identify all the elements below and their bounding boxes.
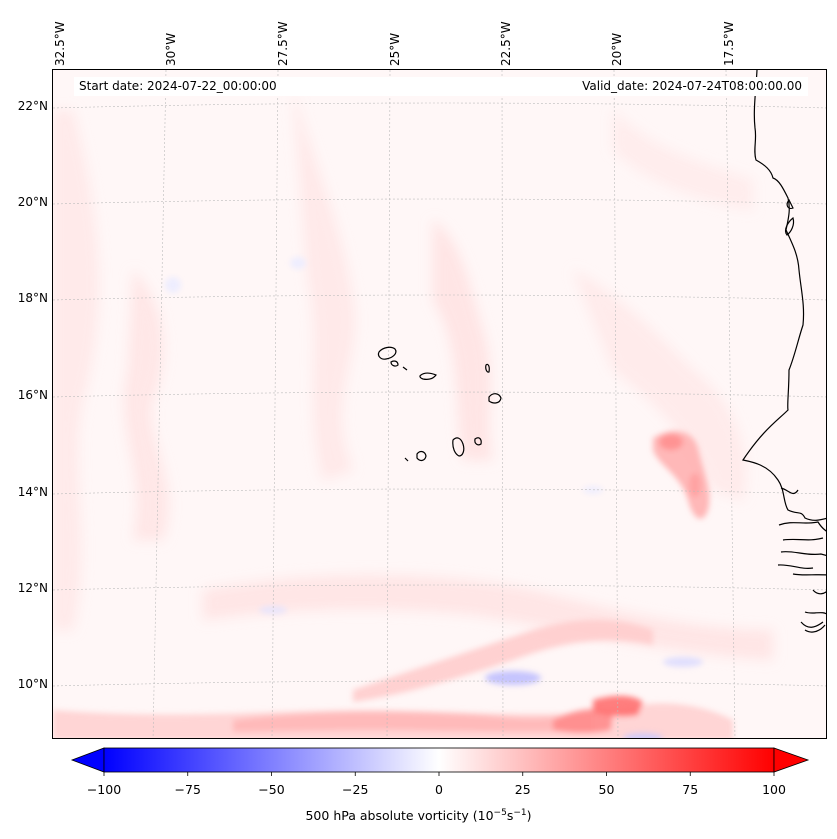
map-canvas [53, 70, 826, 738]
colorbar-max-arrow [773, 747, 810, 773]
vorticity-map[interactable] [52, 69, 827, 739]
colorbar-tick-label: −100 [86, 782, 122, 797]
lat-label: 16°N [17, 388, 48, 402]
colorbar-tick-label: −25 [342, 782, 369, 797]
colorbar-tick-label: 0 [435, 782, 443, 797]
lat-label: 22°N [17, 99, 48, 113]
lon-label: 30°W [164, 32, 178, 66]
lat-label: 20°N [17, 195, 48, 209]
lon-label: 32.5°W [53, 21, 67, 66]
colorbar-tick-label: 75 [682, 782, 699, 797]
coastline-west-africa [742, 70, 826, 633]
lon-label: 27.5°W [276, 21, 290, 66]
colorbar-tick-label: 100 [762, 782, 786, 797]
start-date-label: Start date: 2024-07-22_00:00:00 [79, 79, 277, 93]
colorbar-min-arrow [70, 747, 105, 773]
lat-label: 14°N [17, 485, 48, 499]
lon-label: 25°W [388, 32, 402, 66]
colorbar-tick-label: −75 [174, 782, 201, 797]
colorbar [70, 747, 810, 776]
colorbar-gradient [103, 747, 775, 773]
date-info-bar: Start date: 2024-07-22_00:00:00 Valid_da… [74, 77, 808, 96]
graticule [53, 70, 826, 738]
valid-date-label: Valid_date: 2024-07-24T08:00:00.00 [582, 79, 802, 93]
lat-label: 12°N [17, 581, 48, 595]
colorbar-tick-marks [103, 772, 775, 776]
colorbar-tick-label: 25 [514, 782, 531, 797]
colorbar-tick-label: −50 [258, 782, 285, 797]
lon-label: 20°W [610, 32, 624, 66]
lat-label: 18°N [17, 291, 48, 305]
cape-verde-islands [377, 346, 502, 462]
colorbar-tick-label: 50 [598, 782, 615, 797]
colorbar-label: 500 hPa absolute vorticity (10−5s−1) [305, 808, 532, 824]
lon-label: 22.5°W [499, 21, 513, 66]
lat-label: 10°N [17, 677, 48, 691]
lon-label: 17.5°W [722, 21, 736, 66]
